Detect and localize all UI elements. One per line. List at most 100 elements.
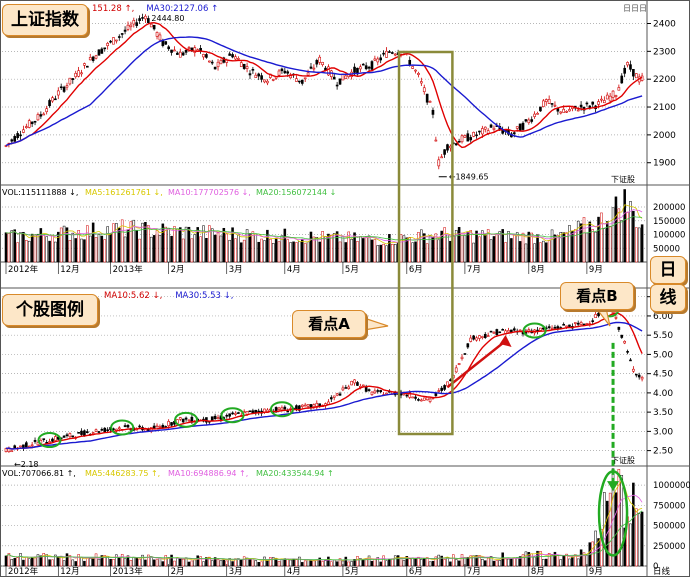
stock-candle	[420, 399, 423, 402]
stock-volume-bar	[97, 558, 101, 567]
stock-volume-bar	[147, 554, 150, 567]
index-candle	[600, 98, 603, 101]
stock-volume-bar	[440, 555, 443, 567]
index-volume-bar	[324, 236, 327, 263]
index-volume-bar	[10, 230, 14, 263]
stock-volume-bar	[219, 560, 223, 567]
stock-candle	[405, 394, 409, 397]
index-volume-bar	[283, 228, 287, 263]
index-volume-bar	[483, 234, 487, 263]
month-label: 2013年	[113, 566, 144, 577]
stock-candle	[306, 404, 310, 407]
index-candle	[65, 85, 69, 88]
stock-volume-bar	[190, 560, 194, 567]
index-candle	[266, 80, 269, 84]
index-volume-bar	[469, 230, 472, 263]
stock-volume-bar	[196, 555, 199, 567]
index-volume-bar	[126, 229, 130, 263]
stock-volume-bar	[510, 558, 513, 567]
stock-volume-bar	[149, 556, 153, 567]
stock-candle	[335, 393, 339, 396]
index-candle	[86, 65, 89, 68]
stock-volume-bar	[242, 556, 246, 567]
index-volume-bar	[248, 233, 252, 263]
index-volume-bar	[417, 232, 420, 263]
index-volume-bar	[22, 231, 25, 263]
stock-candle	[475, 337, 478, 341]
index-candle	[112, 37, 115, 45]
breakout-arrow-head	[499, 334, 512, 347]
stock-candle	[591, 320, 595, 322]
index-volume-bar	[149, 236, 153, 263]
stock-title-tag: 个股图例	[2, 294, 98, 326]
index-volume-bar	[513, 233, 516, 263]
y-tick-label: 4.50	[653, 370, 673, 380]
stock-volume-bar	[620, 475, 624, 567]
y-tick-label: 4.00	[653, 389, 673, 399]
stock-volume-bar	[193, 559, 197, 567]
stock-candle	[33, 439, 37, 442]
stock-volume-bar	[396, 555, 400, 567]
index-volume-bar	[237, 234, 240, 263]
index-volume-bar	[33, 234, 37, 263]
index-volume-bar	[251, 231, 255, 263]
index-volume-bar	[393, 244, 397, 263]
stock-volume-bar	[571, 556, 574, 567]
index-candle	[149, 23, 153, 28]
index-volume-bar	[222, 227, 226, 263]
stock-candle	[385, 392, 388, 395]
index-volume-bar	[542, 240, 545, 263]
month-label: 3月	[229, 265, 243, 275]
index-volume-bar	[138, 238, 141, 263]
index-candle	[568, 109, 571, 112]
stock-volume-bar	[495, 560, 499, 567]
stock-corner-label: 下证股	[611, 456, 635, 465]
index-candle	[605, 94, 609, 100]
index-volume-bar	[36, 233, 40, 263]
index-candle	[100, 48, 104, 54]
index-volume-bar	[25, 239, 28, 263]
index-volume-bar	[298, 241, 301, 263]
index-volume-bar	[623, 189, 626, 263]
index-candle	[460, 135, 464, 143]
stock-candle	[367, 389, 371, 391]
stock-volume-bar	[635, 508, 638, 567]
index-volume-bar	[193, 234, 197, 263]
stock-volume-bar	[402, 560, 406, 567]
index-volume-bar	[332, 233, 336, 263]
index-vol-legend: VOL:115111888 ↓,	[2, 188, 78, 197]
stock-candle	[553, 326, 557, 329]
stock-volume-bar	[530, 553, 533, 567]
stock-vol-ma20	[5, 510, 643, 561]
index-vol-legend: MA20:156072144 ↓	[256, 188, 336, 197]
index-volume-bar	[280, 235, 284, 263]
index-volume-bar	[629, 201, 632, 263]
index-candle	[353, 66, 356, 73]
green-circle-marker	[522, 322, 547, 339]
index-volume-bar	[13, 229, 16, 263]
index-volume-bar	[94, 237, 98, 263]
stock-candle	[449, 379, 452, 382]
y-tick-label: 750000	[653, 501, 685, 511]
stock-volume-bar	[559, 559, 563, 567]
stock-volume-bar	[388, 558, 391, 567]
stock-candle	[547, 326, 551, 329]
index-volume-bar	[582, 217, 586, 263]
stock-vol-legend: MA10:694886.94 ↑,	[168, 469, 248, 478]
index-volume-bar	[242, 239, 246, 263]
stock-candle	[597, 312, 600, 317]
stock-candle	[68, 433, 72, 438]
index-volume-bar	[231, 227, 234, 263]
index-volume-bar	[74, 238, 77, 263]
stock-volume-bar	[126, 555, 130, 567]
index-volume-bar	[112, 223, 115, 263]
stock-volume-bar	[637, 513, 641, 567]
index-volume-bar	[457, 227, 461, 263]
index-volume-bar	[350, 238, 353, 263]
month-label: 5月	[345, 265, 359, 275]
stock-volume-bar	[277, 561, 281, 567]
stock-volume-bar	[330, 561, 333, 567]
stock-volume-bar	[379, 561, 382, 567]
stock-volume-bar	[254, 560, 258, 567]
